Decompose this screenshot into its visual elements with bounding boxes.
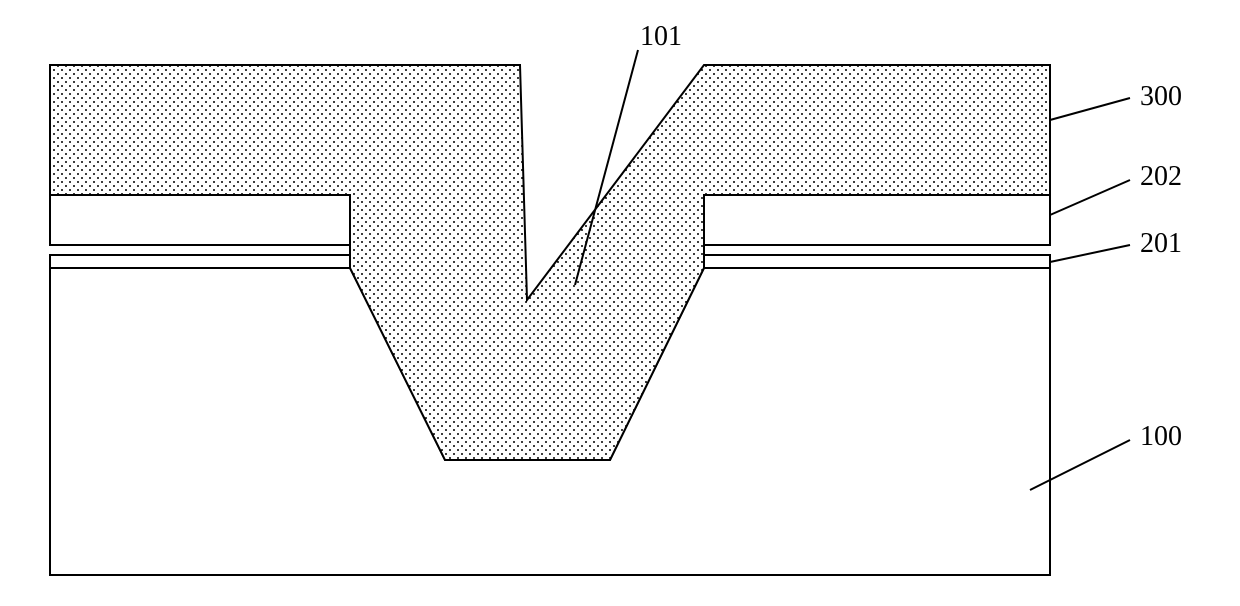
cross-section-diagram: 101 300 202 201 100: [20, 20, 1220, 586]
layer-201-left: [50, 255, 350, 268]
layer-202-right: [704, 195, 1050, 245]
layer-202-left: [50, 195, 350, 245]
diagram-svg: 101 300 202 201 100: [20, 20, 1220, 586]
label-101: 101: [640, 21, 682, 52]
layer-201-right: [704, 255, 1050, 268]
label-300: 300: [1140, 81, 1182, 112]
label-100: 100: [1140, 421, 1182, 452]
label-201: 201: [1140, 228, 1182, 259]
leader-300: [1050, 98, 1130, 120]
leader-201: [1050, 245, 1130, 262]
label-202: 202: [1140, 161, 1182, 192]
leader-202: [1050, 180, 1130, 215]
